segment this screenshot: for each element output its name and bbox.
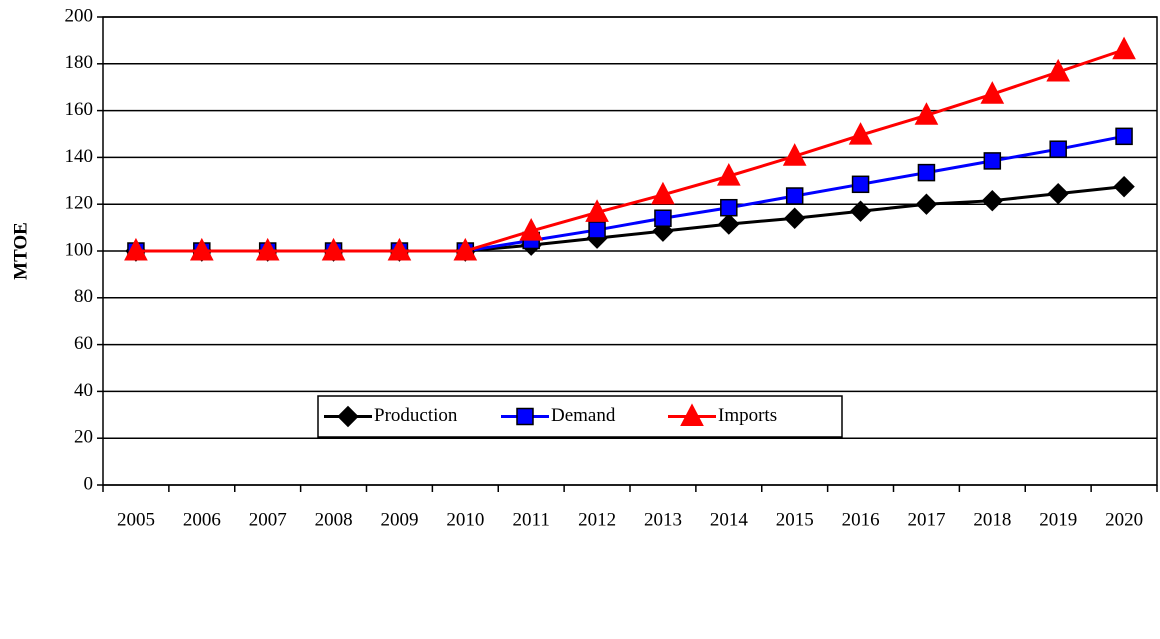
data-point xyxy=(1115,127,1133,146)
y-tick-label: 60 xyxy=(74,333,93,354)
data-point xyxy=(124,237,148,261)
y-axis-label: MTOE xyxy=(10,222,31,280)
data-point xyxy=(783,207,806,229)
x-tick-label: 2019 xyxy=(1039,509,1077,530)
data-point xyxy=(720,198,738,217)
y-tick-label: 40 xyxy=(74,380,93,401)
data-point xyxy=(588,221,606,239)
data-point xyxy=(915,193,938,215)
data-point xyxy=(785,187,804,205)
data-point xyxy=(914,102,939,125)
x-tick-label: 2009 xyxy=(380,509,418,530)
x-tick-label: 2016 xyxy=(842,509,880,530)
legend-label: Production xyxy=(374,405,458,426)
data-point xyxy=(718,213,740,235)
y-tick-label: 200 xyxy=(65,5,94,26)
series-line xyxy=(135,48,1125,253)
x-tick-label: 2014 xyxy=(710,509,749,530)
x-tick-label: 2013 xyxy=(644,509,682,530)
x-tick-label: 2020 xyxy=(1105,509,1143,530)
data-point xyxy=(848,122,873,145)
legend-marker xyxy=(337,405,359,428)
y-tick-label: 0 xyxy=(84,473,94,494)
data-point xyxy=(654,209,672,227)
y-tick-label: 180 xyxy=(65,52,94,73)
data-point xyxy=(981,189,1004,212)
data-point xyxy=(980,81,1005,104)
legend-marker xyxy=(680,403,704,426)
x-tick-label: 2007 xyxy=(249,509,287,530)
data-point xyxy=(917,163,936,182)
data-point xyxy=(849,200,872,222)
data-point xyxy=(585,199,609,222)
x-tick-label: 2011 xyxy=(513,509,550,530)
x-tick-label: 2005 xyxy=(117,509,155,530)
data-point xyxy=(387,237,412,261)
data-point xyxy=(851,175,870,194)
x-tick-label: 2015 xyxy=(776,509,814,530)
y-tick-label: 80 xyxy=(74,286,93,307)
x-tick-label: 2010 xyxy=(446,509,484,530)
data-point xyxy=(453,237,478,261)
x-tick-label: 2012 xyxy=(578,509,616,530)
x-tick-label: 2008 xyxy=(315,509,353,530)
x-tick-label: 2006 xyxy=(183,509,221,530)
data-point xyxy=(1049,140,1067,158)
data-point xyxy=(651,181,675,205)
y-tick-label: 140 xyxy=(65,146,94,167)
y-tick-label: 160 xyxy=(65,99,94,120)
y-tick-label: 120 xyxy=(65,193,94,214)
data-point xyxy=(1112,36,1136,60)
legend-marker xyxy=(516,407,534,426)
legend-label: Demand xyxy=(551,405,616,426)
x-tick-label: 2018 xyxy=(973,509,1011,530)
data-point xyxy=(1113,175,1135,198)
data-point xyxy=(983,152,1002,170)
data-point xyxy=(519,218,544,241)
data-point xyxy=(321,237,346,261)
data-point xyxy=(189,237,214,261)
data-point xyxy=(716,163,741,186)
data-point xyxy=(255,237,280,261)
data-point xyxy=(1046,58,1071,82)
series-line xyxy=(135,185,1125,253)
data-point xyxy=(1047,182,1069,205)
x-tick-label: 2017 xyxy=(907,509,945,530)
y-tick-label: 100 xyxy=(65,239,94,260)
y-tick-label: 20 xyxy=(74,427,93,448)
data-point xyxy=(782,143,807,166)
legend-label: Imports xyxy=(718,405,777,426)
legend-box xyxy=(317,395,843,438)
